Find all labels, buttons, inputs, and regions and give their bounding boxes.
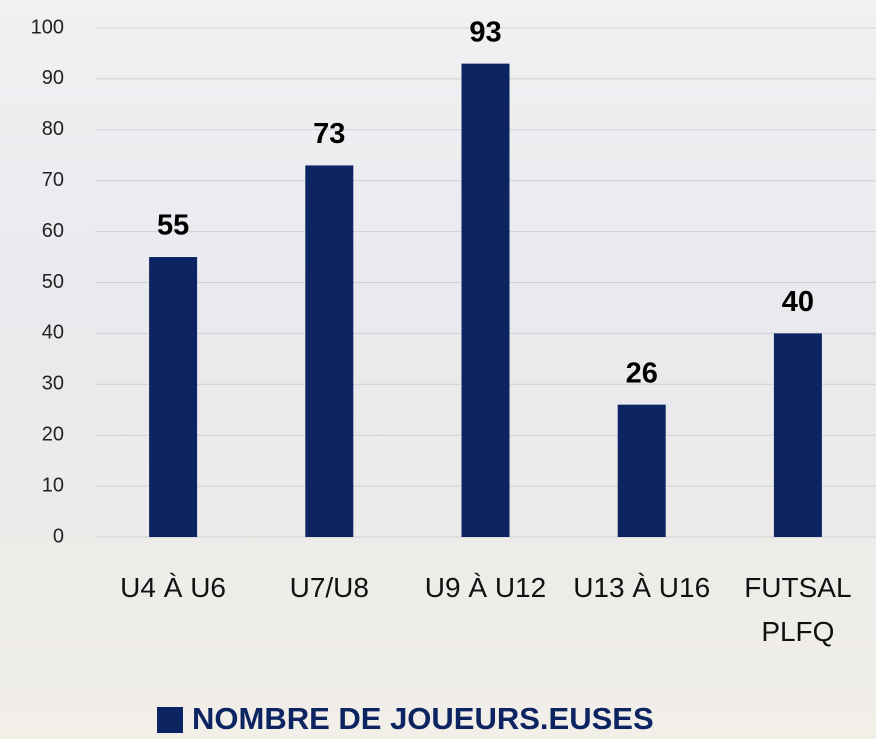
y-tick-label: 40 <box>42 322 64 344</box>
y-tick-label: 70 <box>42 169 64 191</box>
x-tick-label: U9 À U12 <box>411 566 561 610</box>
x-tick-label: U4 À U6 <box>98 566 248 610</box>
y-tick-label: 30 <box>42 373 64 395</box>
bar <box>149 257 197 537</box>
value-label: 93 <box>469 16 501 48</box>
y-tick-label: 50 <box>42 271 64 293</box>
y-tick-label: 100 <box>31 16 64 38</box>
legend-swatch <box>157 707 183 733</box>
bar <box>305 165 353 537</box>
legend-label: NOMBRE DE JOUEURS.EUSES <box>192 701 654 736</box>
x-tick-label: FUTSAL PLFQ <box>723 566 873 654</box>
y-tick-label: 90 <box>42 67 64 89</box>
value-label: 73 <box>313 118 345 150</box>
value-label: 40 <box>782 286 814 318</box>
y-tick-label: 60 <box>42 220 64 242</box>
y-tick-label: 10 <box>42 474 64 496</box>
x-tick-label: U7/U8 <box>254 566 404 610</box>
y-tick-label: 0 <box>53 525 64 547</box>
x-tick-label: U13 À U16 <box>567 566 717 610</box>
y-tick-label: 20 <box>42 423 64 445</box>
value-label: 26 <box>626 357 658 389</box>
page: 0 10 20 30 40 50 60 70 80 90 100 55 73 93 26 40 NOMBRE D… <box>0 0 876 739</box>
y-tick-label: 80 <box>42 118 64 140</box>
bar <box>462 64 510 537</box>
bar <box>774 333 822 537</box>
value-label: 55 <box>157 210 189 242</box>
bar <box>618 405 666 537</box>
